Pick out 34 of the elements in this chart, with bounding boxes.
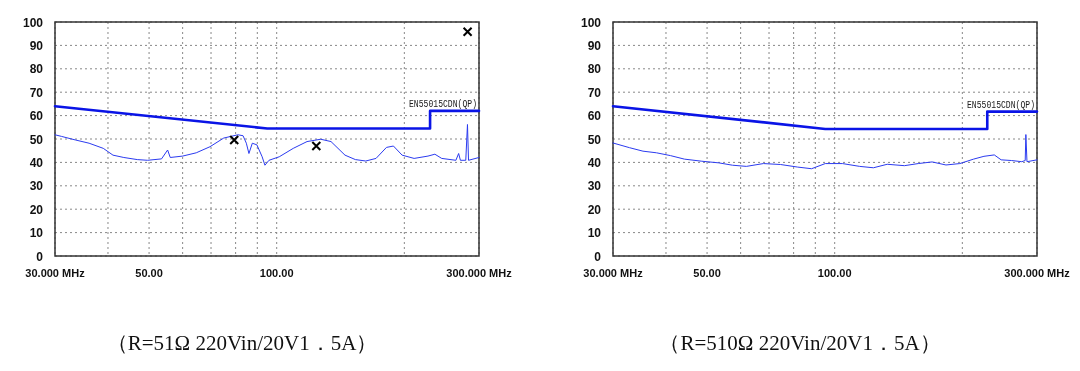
y-tick-label: 20 <box>587 202 602 217</box>
y-tick-label: 30 <box>29 179 44 194</box>
x-tick-label: 50.00 <box>135 267 163 279</box>
y-tick-label: 100 <box>580 15 602 30</box>
y-tick-label: 70 <box>587 85 602 100</box>
y-tick-label: 40 <box>29 155 44 170</box>
x-tick-label: 100.00 <box>817 267 852 279</box>
y-tick-label: 30 <box>587 179 602 194</box>
x-tick-label: 300.000 MHz <box>1004 267 1071 279</box>
y-tick-label: 20 <box>29 202 44 217</box>
x-tick-label: 300.000 MHz <box>446 267 513 279</box>
y-tick-label: 80 <box>587 62 602 77</box>
series-label: EN55015CDN(QP) <box>409 97 498 110</box>
y-tick-label: 50 <box>29 132 44 147</box>
x-tick-label: 50.00 <box>693 267 721 279</box>
y-tick-label: 60 <box>587 109 602 124</box>
y-tick-label: 40 <box>587 155 602 170</box>
y-tick-label: 10 <box>587 226 602 241</box>
series-label: EN55015CDN(QP) <box>967 98 1056 111</box>
x-tick-label: 30.000 MHz <box>583 267 644 279</box>
y-tick-label: 60 <box>29 109 44 124</box>
y-tick-label: 0 <box>36 249 44 264</box>
y-tick-label: 10 <box>29 226 44 241</box>
text: （R=510Ω 220Vin/20V1．5A） <box>659 331 941 355</box>
y-tick-label: 50 <box>587 132 602 147</box>
y-tick-label: 0 <box>594 249 602 264</box>
x-tick-label: 100.00 <box>259 267 294 279</box>
y-tick-label: 90 <box>587 38 602 53</box>
y-tick-label: 90 <box>29 38 44 53</box>
x-tick-label: 30.000 MHz <box>25 267 86 279</box>
text: （R=51Ω 220Vin/20V1．5A） <box>106 331 378 355</box>
y-tick-label: 70 <box>29 85 44 100</box>
y-tick-label: 100 <box>22 15 44 30</box>
y-tick-label: 80 <box>29 62 44 77</box>
